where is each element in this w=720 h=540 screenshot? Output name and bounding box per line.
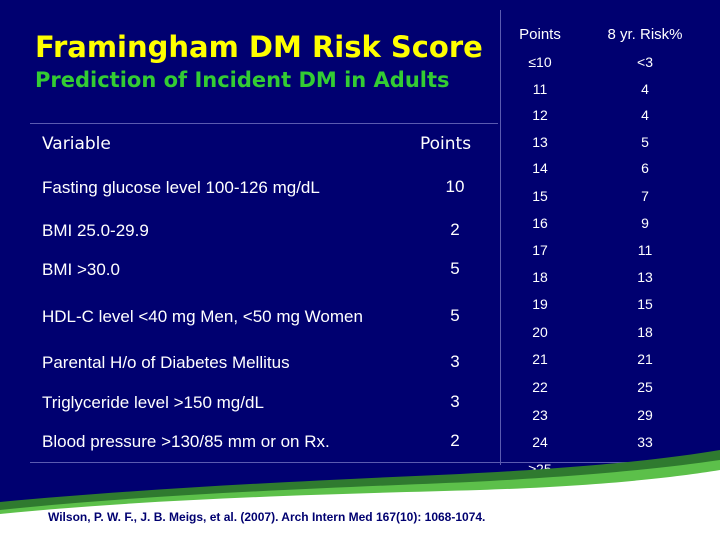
risk-table-row: 17 11 xyxy=(505,241,720,259)
risk-table-row: 16 9 xyxy=(505,214,720,232)
variable-row: BMI 25.0-29.9 xyxy=(42,219,412,241)
risk-row-points: 17 xyxy=(532,242,548,258)
risk-table-row: 24 33 xyxy=(505,433,720,451)
risk-row-points: 18 xyxy=(532,269,548,285)
risk-row-points: 22 xyxy=(532,379,548,395)
risk-row-points: 21 xyxy=(532,351,548,367)
risk-row-risk: <3 xyxy=(637,54,653,70)
risk-row-points: ≤10 xyxy=(528,54,552,70)
risk-table: Points 8 yr. Risk% ≤10 <3 11 4 12 4 13 5 14 6 15 7 1… xyxy=(505,0,720,478)
risk-table-row: 11 4 xyxy=(505,80,720,98)
variable-label: Triglyceride level >150 mg/dL xyxy=(42,392,264,412)
risk-row-risk: 9 xyxy=(641,215,649,231)
risk-row-risk: 25 xyxy=(637,379,653,395)
risk-table-row: 18 13 xyxy=(505,268,720,286)
risk-table-row: 12 4 xyxy=(505,106,720,124)
risk-row-points: 19 xyxy=(532,296,548,312)
risk-table-row: 19 15 xyxy=(505,295,720,313)
risk-row-risk: 15 xyxy=(637,296,653,312)
risk-table-row: 23 29 xyxy=(505,406,720,424)
variable-label: Parental H/o of Diabetes Mellitus xyxy=(42,352,290,372)
risk-row-risk: 4 xyxy=(641,107,649,123)
variable-row: BMI >30.0 xyxy=(42,258,412,280)
slide-subtitle: Prediction of Incident DM in Adults xyxy=(35,68,450,92)
variable-label: HDL-C level <40 mg Men, <50 mg Women xyxy=(42,306,363,326)
risk-header-points: Points xyxy=(519,25,561,43)
risk-row-points: 15 xyxy=(532,188,548,204)
risk-table-row: ≤10 <3 xyxy=(505,53,720,71)
risk-table-row: 13 5 xyxy=(505,133,720,151)
variable-column-header: Variable xyxy=(42,134,111,154)
variable-label: Fasting glucose level 100-126 mg/dL xyxy=(42,177,320,197)
risk-row-risk: 11 xyxy=(637,242,653,258)
risk-table-row: 15 7 xyxy=(505,187,720,205)
citation: Wilson, P. W. F., J. B. Meigs, et al. (2… xyxy=(48,510,486,524)
risk-row-points: 16 xyxy=(532,215,548,231)
risk-table-row: 20 18 xyxy=(505,323,720,341)
variable-row: Fasting glucose level 100-126 mg/dL xyxy=(42,176,412,198)
variable-points: 2 xyxy=(450,431,460,450)
variable-points: 3 xyxy=(450,352,460,371)
risk-row-risk: 7 xyxy=(641,188,649,204)
variable-points: 5 xyxy=(450,306,460,325)
risk-row-points: 11 xyxy=(532,81,548,97)
variable-points: 2 xyxy=(450,220,460,239)
risk-row-points: 13 xyxy=(532,134,548,150)
risk-row-points: 24 xyxy=(532,434,548,450)
risk-row-points: 14 xyxy=(532,160,548,176)
risk-row-risk: 18 xyxy=(637,324,653,340)
risk-row-risk: 13 xyxy=(637,269,653,285)
risk-table-header: Points 8 yr. Risk% xyxy=(505,25,720,43)
risk-row-risk: 4 xyxy=(641,81,649,97)
variable-row: Parental H/o of Diabetes Mellitus xyxy=(42,351,412,373)
risk-row-risk: 6 xyxy=(641,160,649,176)
variable-label: Blood pressure >130/85 mm or on Rx. xyxy=(42,431,330,451)
risk-row-risk: 29 xyxy=(637,407,653,423)
variable-points: 3 xyxy=(450,392,460,411)
variable-points: 10 xyxy=(445,177,465,196)
risk-row-risk: 33 xyxy=(637,434,653,450)
slide-title: Framingham DM Risk Score xyxy=(35,30,483,64)
bottom-divider xyxy=(30,462,720,463)
variable-label: BMI 25.0-29.9 xyxy=(42,220,149,240)
table-separator xyxy=(500,10,501,465)
risk-row-points: 20 xyxy=(532,324,548,340)
risk-table-row: 22 25 xyxy=(505,378,720,396)
variable-row: Triglyceride level >150 mg/dL xyxy=(42,391,412,413)
risk-row-risk: 21 xyxy=(637,351,653,367)
variable-points: 5 xyxy=(450,259,460,278)
variable-row: HDL-C level <40 mg Men, <50 mg Women xyxy=(42,294,372,338)
risk-table-row: 21 21 xyxy=(505,350,720,368)
risk-row-points: 12 xyxy=(532,107,548,123)
variable-label: BMI >30.0 xyxy=(42,259,120,279)
risk-header-risk: 8 yr. Risk% xyxy=(607,25,683,43)
header-divider xyxy=(30,123,498,124)
decorative-wave xyxy=(0,450,720,540)
variable-row: Blood pressure >130/85 mm or on Rx. xyxy=(42,430,412,452)
points-column-header: Points xyxy=(420,134,472,154)
risk-row-risk: 5 xyxy=(641,134,649,150)
risk-table-row: 14 6 xyxy=(505,159,720,177)
risk-row-points: 23 xyxy=(532,407,548,423)
